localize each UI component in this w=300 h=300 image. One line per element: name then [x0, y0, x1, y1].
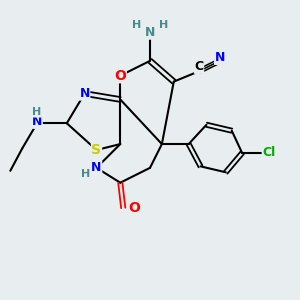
Text: H: H	[132, 20, 141, 30]
Text: N: N	[80, 87, 90, 100]
Text: H: H	[159, 20, 168, 30]
Text: N: N	[215, 51, 225, 64]
Text: S: S	[92, 143, 101, 157]
Text: O: O	[114, 69, 126, 83]
Text: N: N	[32, 115, 42, 128]
Text: H: H	[82, 169, 91, 179]
Text: O: O	[129, 201, 140, 215]
Text: N: N	[91, 161, 102, 174]
Text: C: C	[194, 60, 204, 73]
Text: H: H	[32, 107, 42, 117]
Text: Cl: Cl	[262, 146, 275, 160]
Text: N: N	[145, 26, 155, 39]
